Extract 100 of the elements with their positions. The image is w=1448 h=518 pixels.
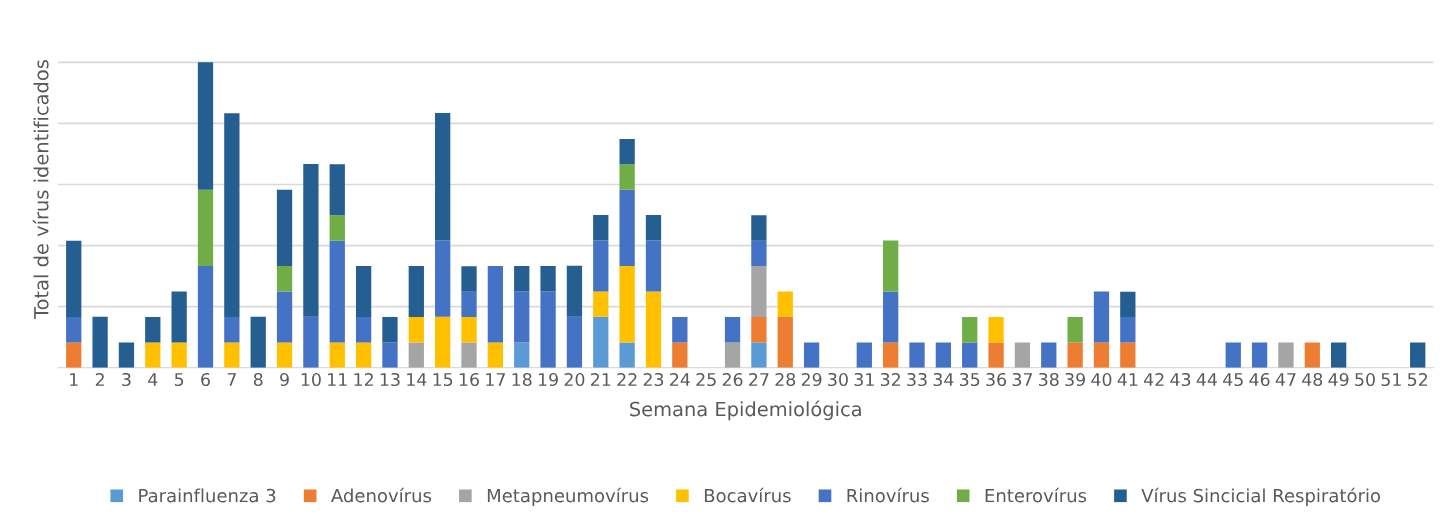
- y-axis-title: Total de vírus identificados: [32, 60, 49, 320]
- x-tick-label: 16: [459, 372, 479, 387]
- bar: [197, 189, 214, 267]
- bar: [1014, 342, 1031, 368]
- bar: [514, 266, 530, 292]
- legend-label: Vírus Sincicial Respiratório: [1141, 487, 1381, 506]
- bar: [803, 342, 820, 368]
- bar: [724, 317, 741, 343]
- x-tick-label: 50: [1355, 372, 1375, 387]
- bar: [1278, 342, 1294, 368]
- x-tick-label: 43: [1170, 372, 1191, 387]
- bar: [1304, 342, 1320, 368]
- bar: [1093, 291, 1110, 343]
- bar: [329, 215, 345, 241]
- bar: [751, 215, 767, 241]
- bar: [66, 317, 82, 343]
- bar: [777, 291, 793, 317]
- bar: [909, 342, 925, 368]
- bar: [303, 164, 319, 317]
- bar: [487, 266, 504, 343]
- bar: [777, 316, 793, 368]
- bar: [276, 266, 293, 292]
- x-tick-label: 10: [301, 372, 321, 387]
- bar: [593, 240, 609, 292]
- x-tick-label: 26: [722, 372, 743, 387]
- x-tick-label: 24: [670, 372, 690, 386]
- x-tick-label: 32: [880, 372, 900, 387]
- bar: [276, 342, 293, 368]
- bar: [329, 342, 345, 368]
- bar: [619, 189, 635, 267]
- bar: [1120, 317, 1136, 343]
- bar: [619, 138, 635, 165]
- bar: [197, 266, 214, 368]
- bar: [593, 291, 609, 317]
- x-tick-label: 40: [1091, 372, 1112, 387]
- bar: [1225, 342, 1241, 368]
- bar: [276, 291, 293, 343]
- x-tick-label: 7: [227, 373, 236, 386]
- x-tick-label: 11: [328, 373, 347, 386]
- bar: [856, 342, 872, 368]
- x-tick-label: 8: [253, 372, 263, 387]
- bar: [171, 291, 187, 343]
- bar: [962, 342, 978, 368]
- bar: [435, 240, 451, 317]
- x-tick-label: 25: [696, 372, 716, 387]
- legend-label: Adenovírus: [331, 487, 432, 503]
- bar: [645, 240, 662, 292]
- x-tick-label: 5: [174, 373, 184, 387]
- legend-label: Enterovírus: [985, 487, 1087, 503]
- x-tick-label: 1: [70, 373, 78, 386]
- x-axis-title: Semana Epidemiológica: [630, 400, 861, 421]
- bar: [540, 291, 556, 368]
- x-tick-label: 15: [433, 373, 453, 387]
- bar: [1251, 342, 1268, 368]
- x-tick-label: 6: [201, 372, 210, 387]
- bar: [250, 316, 266, 368]
- x-tick-label: 4: [148, 373, 158, 386]
- x-tick-label: 47: [1275, 373, 1296, 386]
- x-tick-label: 33: [907, 372, 927, 387]
- bar: [593, 316, 609, 368]
- bar: [883, 342, 899, 368]
- x-tick-label: 29: [801, 372, 822, 387]
- x-tick-label: 3: [122, 372, 131, 387]
- x-tick-label: 21: [591, 372, 611, 386]
- bar: [883, 291, 899, 343]
- bar: [988, 342, 1004, 368]
- bar: [461, 266, 477, 292]
- bar: [382, 342, 398, 368]
- bar: [645, 215, 662, 241]
- x-tick-label: 48: [1302, 372, 1323, 387]
- bar: [1331, 342, 1347, 368]
- x-tick-label: 35: [959, 372, 980, 387]
- bar: [408, 266, 424, 318]
- x-tick-label: 14: [407, 373, 427, 386]
- bar: [435, 316, 451, 368]
- bar: [751, 342, 767, 368]
- bar: [619, 342, 635, 368]
- bar: [408, 317, 424, 343]
- bar: [645, 291, 662, 368]
- bar: [382, 317, 398, 343]
- bar: [145, 342, 161, 368]
- bar: [329, 240, 345, 343]
- x-tick-label: 51: [1381, 373, 1401, 387]
- bar: [92, 316, 108, 368]
- legend-label: Rinovírus: [847, 487, 929, 503]
- bar: [540, 266, 556, 292]
- x-tick-label: 2: [95, 372, 104, 386]
- x-tick-label: 46: [1249, 372, 1270, 387]
- x-tick-label: 28: [775, 372, 796, 387]
- bar: [118, 342, 135, 368]
- bar: [224, 342, 240, 368]
- legend-label: Parainfluenza 3: [139, 488, 276, 503]
- bar: [619, 266, 635, 343]
- bar: [224, 317, 240, 343]
- bar: [145, 317, 161, 343]
- x-tick-label: 39: [1065, 372, 1085, 387]
- bar: [672, 342, 688, 368]
- bar: [883, 240, 899, 292]
- x-tick-label: 23: [643, 372, 664, 387]
- bar: [988, 317, 1004, 343]
